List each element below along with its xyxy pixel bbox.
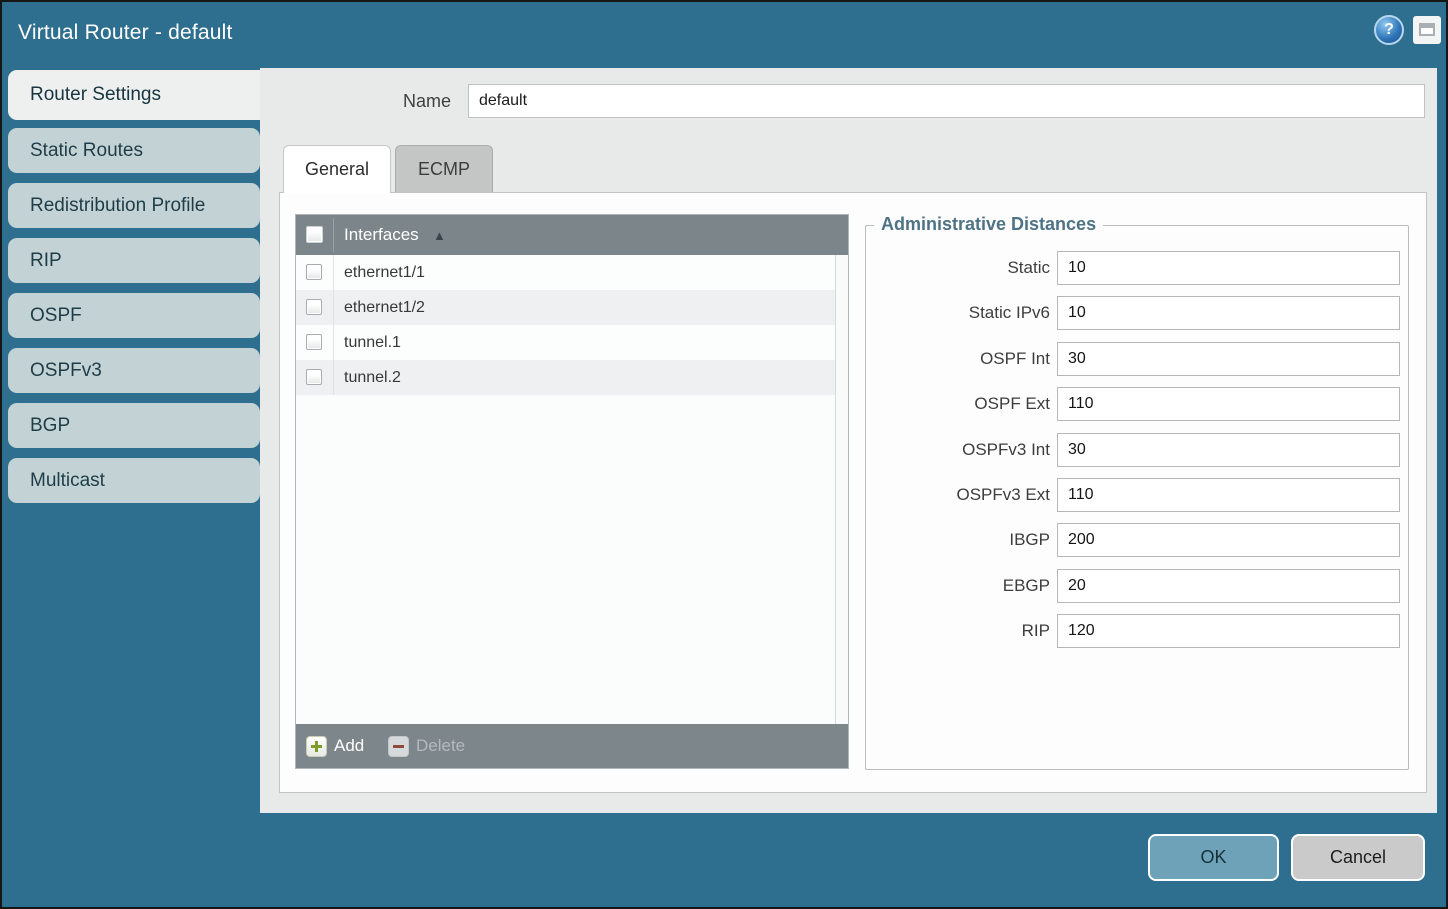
name-label: Name bbox=[402, 91, 451, 111]
general-tab-panel: Interfaces ▲ ethernet1/1 ethernet1/2 bbox=[279, 192, 1427, 793]
ospfv3-int-field[interactable] bbox=[1057, 432, 1400, 467]
row-checkbox[interactable] bbox=[306, 264, 322, 280]
delete-button[interactable]: Delete bbox=[388, 735, 465, 757]
administrative-distances-fieldset: Administrative Distances Static Static I… bbox=[865, 214, 1409, 770]
name-input[interactable] bbox=[468, 84, 1425, 118]
field-row: RIP bbox=[866, 614, 1408, 649]
delete-button-label: Delete bbox=[416, 736, 466, 755]
ospfv3-int-label: OSPFv3 Int bbox=[962, 439, 1050, 459]
interface-name: tunnel.2 bbox=[344, 369, 401, 386]
content-area: Name General ECMP Interfaces ▲ ethernet1… bbox=[260, 68, 1437, 813]
ibgp-label: IBGP bbox=[1009, 530, 1050, 550]
add-button[interactable]: Add bbox=[306, 735, 364, 757]
interface-name: ethernet1/1 bbox=[344, 264, 425, 281]
sidebar-item-redistribution-profile[interactable]: Redistribution Profile bbox=[8, 183, 260, 228]
interfaces-column-header[interactable]: Interfaces ▲ bbox=[296, 215, 848, 255]
tab-general[interactable]: General bbox=[283, 145, 391, 193]
ebgp-label: EBGP bbox=[1002, 575, 1050, 595]
vertical-scrollbar[interactable] bbox=[835, 255, 848, 724]
ok-button[interactable]: OK bbox=[1148, 834, 1279, 881]
column-separator bbox=[333, 255, 334, 290]
add-button-label: Add bbox=[334, 736, 365, 755]
field-row: Static IPv6 bbox=[866, 296, 1408, 331]
ospf-int-field[interactable] bbox=[1057, 341, 1400, 376]
ospfv3-ext-field[interactable] bbox=[1057, 477, 1400, 512]
interfaces-list: ethernet1/1 ethernet1/2 tunnel.1 bbox=[296, 255, 848, 724]
tab-ecmp[interactable]: ECMP bbox=[395, 145, 493, 192]
interfaces-header-label: Interfaces bbox=[344, 225, 419, 244]
ibgp-field[interactable] bbox=[1057, 523, 1400, 558]
ospf-ext-label: OSPF Ext bbox=[974, 394, 1050, 414]
column-separator bbox=[333, 360, 334, 395]
rip-field[interactable] bbox=[1057, 614, 1400, 649]
maximize-icon[interactable] bbox=[1413, 16, 1441, 44]
interface-name: ethernet1/2 bbox=[344, 299, 425, 316]
sidebar-item-rip[interactable]: RIP bbox=[8, 238, 260, 283]
ospf-int-label: OSPF Int bbox=[980, 348, 1050, 368]
minus-icon bbox=[388, 735, 409, 757]
sort-ascending-icon: ▲ bbox=[433, 228, 446, 243]
column-separator bbox=[333, 325, 334, 360]
table-row[interactable]: ethernet1/2 bbox=[296, 290, 848, 325]
sidebar-item-ospfv3[interactable]: OSPFv3 bbox=[8, 348, 260, 393]
titlebar: Virtual Router - default ? bbox=[2, 2, 1446, 68]
field-row: IBGP bbox=[866, 523, 1408, 558]
admin-distance-fields: Static Static IPv6 OSPF Int OSPF Ext bbox=[866, 251, 1408, 649]
fieldset-legend: Administrative Distances bbox=[874, 214, 1104, 235]
select-all-checkbox[interactable] bbox=[306, 226, 323, 243]
sidebar-item-router-settings[interactable]: Router Settings bbox=[8, 70, 260, 120]
window-glyph bbox=[1419, 23, 1435, 36]
ebgp-field[interactable] bbox=[1057, 568, 1400, 603]
sidebar-item-ospf[interactable]: OSPF bbox=[8, 293, 260, 338]
field-row: Static bbox=[866, 251, 1408, 285]
static-ipv6-label: Static IPv6 bbox=[968, 303, 1050, 323]
field-row: OSPFv3 Ext bbox=[866, 477, 1408, 512]
field-row: EBGP bbox=[866, 568, 1408, 603]
row-checkbox[interactable] bbox=[306, 334, 322, 350]
static-field[interactable] bbox=[1057, 251, 1400, 285]
sidebar-item-bgp[interactable]: BGP bbox=[8, 403, 260, 448]
row-checkbox[interactable] bbox=[306, 299, 322, 315]
table-footer: Add Delete bbox=[296, 724, 848, 768]
interfaces-table: Interfaces ▲ ethernet1/1 ethernet1/2 bbox=[295, 214, 849, 769]
column-separator bbox=[333, 290, 334, 325]
column-separator bbox=[333, 218, 334, 252]
field-row: OSPFv3 Int bbox=[866, 432, 1408, 467]
table-row[interactable]: tunnel.2 bbox=[296, 360, 848, 395]
ospfv3-ext-label: OSPFv3 Ext bbox=[956, 484, 1050, 504]
rip-label: RIP bbox=[1021, 621, 1050, 641]
plus-icon bbox=[306, 735, 327, 757]
help-icon[interactable]: ? bbox=[1374, 15, 1404, 45]
field-row: OSPF Int bbox=[866, 341, 1408, 376]
static-label: Static bbox=[1007, 258, 1050, 277]
interface-name: tunnel.1 bbox=[344, 334, 401, 351]
static-ipv6-field[interactable] bbox=[1057, 296, 1400, 331]
row-checkbox[interactable] bbox=[306, 369, 322, 385]
field-row: OSPF Ext bbox=[866, 387, 1408, 422]
table-row[interactable]: ethernet1/1 bbox=[296, 255, 848, 290]
cancel-button[interactable]: Cancel bbox=[1291, 834, 1425, 881]
sidebar-item-static-routes[interactable]: Static Routes bbox=[8, 128, 260, 173]
ospf-ext-field[interactable] bbox=[1057, 387, 1400, 422]
dialog-title: Virtual Router - default bbox=[18, 21, 233, 44]
table-row[interactable]: tunnel.1 bbox=[296, 325, 848, 360]
sidebar-item-multicast[interactable]: Multicast bbox=[8, 458, 260, 503]
